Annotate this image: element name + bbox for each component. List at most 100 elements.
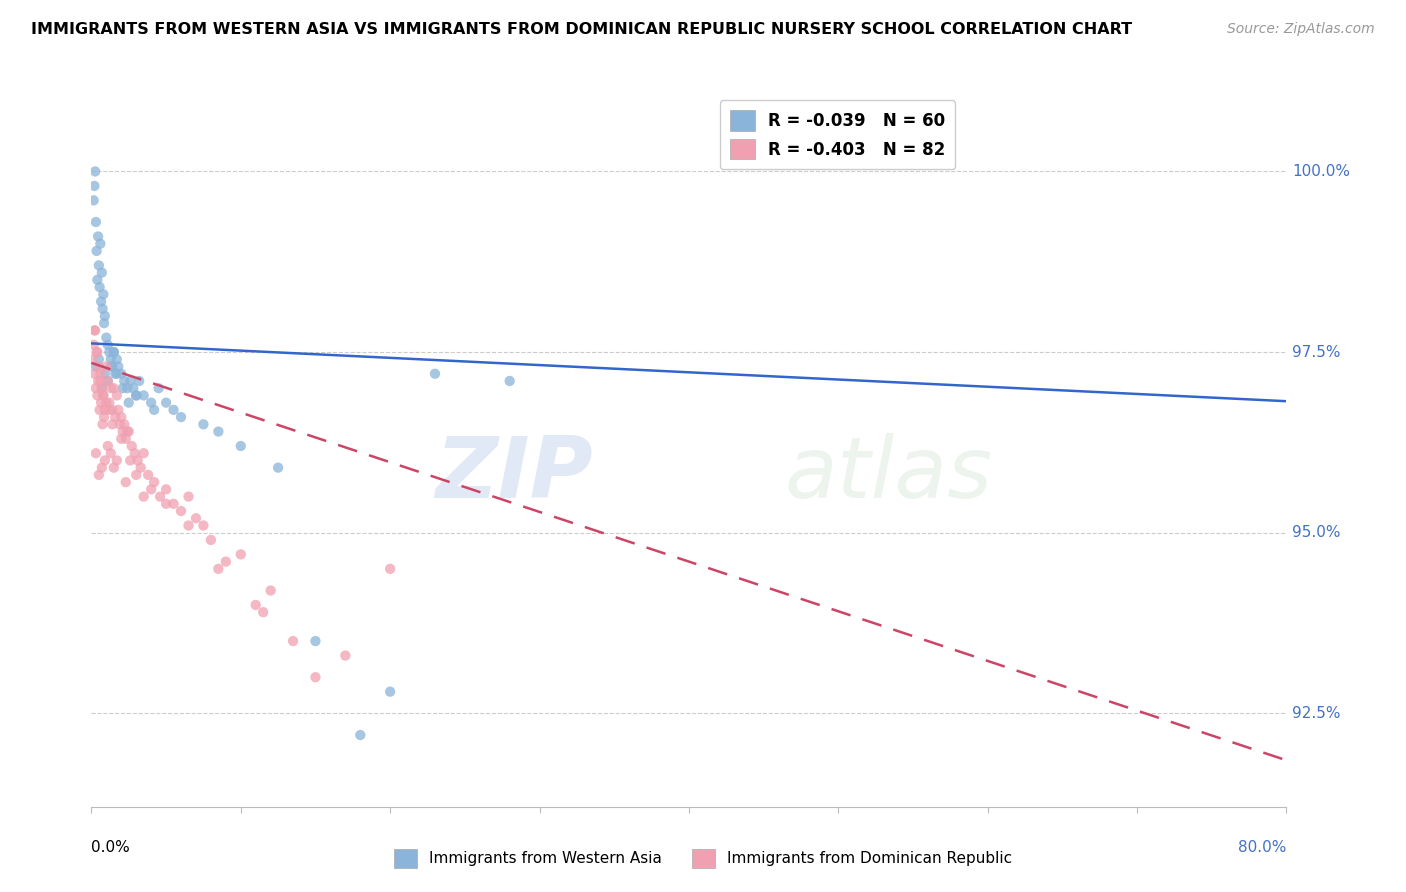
Legend: R = -0.039   N = 60, R = -0.403   N = 82: R = -0.039 N = 60, R = -0.403 N = 82: [720, 100, 956, 169]
Text: atlas: atlas: [785, 434, 993, 516]
Point: [193, 518, 215, 533]
Point: [89, 374, 111, 388]
Point: [97, 374, 120, 388]
Point: [200, 533, 222, 547]
Point: [124, 446, 146, 460]
Point: [207, 425, 229, 439]
Point: [93, 388, 115, 402]
Point: [112, 417, 135, 432]
Point: [90, 266, 112, 280]
Point: [87, 467, 110, 482]
Legend: Immigrants from Western Asia, Immigrants from Dominican Republic: Immigrants from Western Asia, Immigrants…: [388, 843, 1018, 873]
Point: [193, 417, 215, 432]
Point: [87, 374, 110, 388]
Point: [94, 453, 117, 467]
Point: [98, 403, 121, 417]
Point: [93, 287, 115, 301]
Point: [93, 388, 115, 402]
Point: [94, 403, 117, 417]
Point: [84, 323, 107, 337]
Point: [132, 490, 155, 504]
Point: [184, 511, 207, 525]
Point: [101, 417, 124, 432]
Point: [129, 460, 152, 475]
Point: [83, 367, 105, 381]
Point: [127, 453, 149, 467]
Text: 0.0%: 0.0%: [91, 839, 131, 855]
Point: [141, 395, 162, 409]
Point: [96, 359, 118, 374]
Point: [86, 244, 108, 258]
Point: [87, 359, 110, 374]
Point: [335, 648, 357, 663]
Point: [281, 634, 304, 648]
Point: [110, 367, 132, 381]
Point: [91, 417, 114, 432]
Point: [90, 381, 112, 395]
Point: [125, 388, 148, 402]
Point: [105, 453, 128, 467]
Point: [87, 259, 110, 273]
Point: [304, 670, 326, 684]
Point: [89, 236, 111, 251]
Point: [86, 388, 108, 402]
Point: [110, 410, 132, 425]
Point: [97, 374, 120, 388]
Text: 100.0%: 100.0%: [1292, 164, 1351, 179]
Point: [103, 381, 125, 395]
Point: [94, 367, 117, 381]
Point: [89, 367, 111, 381]
Point: [90, 395, 112, 409]
Point: [170, 410, 193, 425]
Point: [89, 280, 111, 294]
Point: [112, 374, 135, 388]
Point: [118, 395, 141, 409]
Point: [84, 381, 107, 395]
Point: [111, 425, 134, 439]
Point: [149, 490, 172, 504]
Point: [108, 417, 131, 432]
Point: [87, 352, 110, 367]
Point: [86, 345, 108, 359]
Point: [89, 403, 111, 417]
Point: [207, 562, 229, 576]
Text: IMMIGRANTS FROM WESTERN ASIA VS IMMIGRANTS FROM DOMINICAN REPUBLIC NURSERY SCHOO: IMMIGRANTS FROM WESTERN ASIA VS IMMIGRAN…: [31, 22, 1132, 37]
Point: [100, 381, 122, 395]
Point: [104, 367, 127, 381]
Point: [378, 562, 402, 576]
Point: [259, 583, 281, 598]
Point: [349, 728, 371, 742]
Point: [378, 684, 402, 698]
Point: [170, 504, 193, 518]
Text: 97.5%: 97.5%: [1292, 344, 1341, 359]
Point: [91, 301, 114, 316]
Text: ZIP: ZIP: [436, 434, 593, 516]
Point: [143, 475, 166, 490]
Point: [155, 497, 177, 511]
Point: [93, 316, 115, 330]
Point: [132, 446, 155, 460]
Text: 80.0%: 80.0%: [1239, 839, 1286, 855]
Point: [84, 215, 107, 229]
Point: [155, 395, 177, 409]
Point: [104, 410, 127, 425]
Point: [252, 605, 274, 619]
Point: [83, 338, 105, 352]
Point: [114, 475, 136, 490]
Point: [177, 490, 200, 504]
Text: 92.5%: 92.5%: [1292, 706, 1341, 721]
Text: 95.0%: 95.0%: [1292, 525, 1341, 541]
Point: [96, 331, 118, 345]
Point: [86, 273, 108, 287]
Point: [83, 178, 105, 193]
Point: [120, 453, 142, 467]
Point: [101, 403, 124, 417]
Point: [107, 359, 129, 374]
Point: [105, 388, 128, 402]
Point: [97, 338, 120, 352]
Point: [120, 374, 142, 388]
Point: [114, 432, 136, 446]
Point: [105, 367, 128, 381]
Point: [83, 323, 105, 337]
Point: [143, 403, 166, 417]
